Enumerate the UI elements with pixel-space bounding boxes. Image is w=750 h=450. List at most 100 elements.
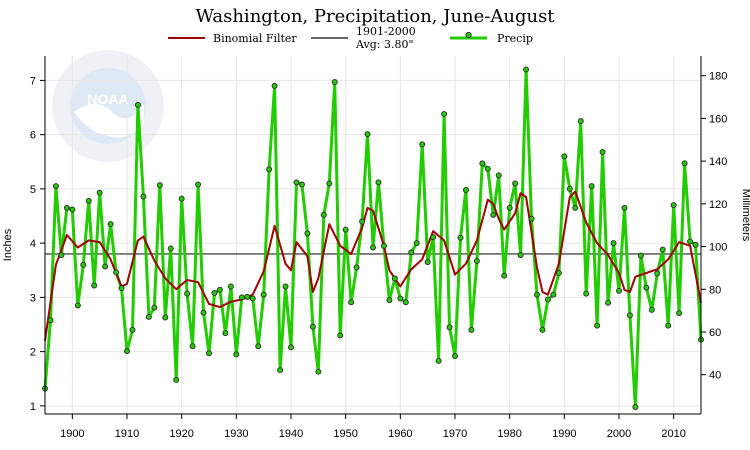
precip-point: [380, 242, 387, 249]
precip-point: [408, 249, 415, 256]
precip-point: [648, 306, 655, 313]
precip-point: [200, 309, 207, 316]
precip-point: [52, 183, 59, 190]
y-tick-label-right: 120: [709, 199, 727, 211]
precip-point: [621, 204, 628, 211]
precip-point: [654, 270, 661, 277]
legend-average-label-line2: Avg: 3.80": [355, 38, 414, 51]
y-tick-label-right: 160: [709, 113, 727, 125]
legend: Binomial Filter 1901-2000 Avg: 3.80" Pre…: [168, 25, 533, 51]
precip-point: [512, 180, 519, 187]
precip-point: [692, 241, 699, 248]
precip-point: [277, 367, 284, 374]
precip-point: [402, 299, 409, 306]
precip-point: [249, 295, 256, 302]
precip-point: [632, 403, 639, 410]
precip-point: [271, 82, 278, 89]
precip-point: [616, 287, 622, 294]
precip-point: [255, 343, 262, 350]
precip-point: [572, 204, 579, 211]
y-tick-label-right: 100: [709, 242, 727, 254]
precip-point: [681, 160, 688, 167]
precip-point: [298, 181, 305, 188]
y-axis-label-left: Inches: [2, 228, 14, 261]
precip-point: [506, 204, 513, 211]
y-tick-label-right: 80: [709, 284, 721, 296]
x-tick-label: 1990: [552, 428, 576, 440]
precip-point: [473, 258, 480, 265]
precip-point: [490, 211, 497, 218]
precip-point: [140, 193, 147, 200]
x-tick-label: 1960: [388, 428, 412, 440]
precip-point: [670, 202, 677, 209]
precip-point: [173, 376, 180, 383]
precip-point: [145, 313, 152, 320]
precip-point: [468, 326, 475, 333]
y-tick-label-left: 3: [30, 292, 36, 304]
y-tick-label-left: 1: [30, 401, 36, 413]
precip-point: [238, 294, 245, 301]
precip-point: [151, 304, 158, 311]
x-tick-label: 1940: [279, 428, 303, 440]
precip-point: [462, 186, 469, 193]
series-group: [42, 66, 704, 410]
precip-point: [391, 275, 398, 282]
precip-point: [124, 348, 130, 355]
precip-point: [479, 160, 486, 167]
precip-point: [523, 66, 530, 73]
axes: 1900 1910 1920 1930 1940 1950 1960 1970 1980 1990…: [30, 56, 727, 440]
precip-point: [233, 351, 240, 358]
precip-point: [69, 206, 76, 213]
precip-point: [566, 185, 573, 192]
x-tick-label: 2000: [607, 428, 631, 440]
precip-point: [260, 291, 267, 298]
precip-point: [162, 314, 169, 321]
precip-point: [610, 240, 617, 247]
y-tick-label-left: 5: [30, 184, 36, 196]
precip-point: [687, 238, 694, 245]
y-tick-label-right: 180: [709, 71, 727, 83]
x-tick-label: 1910: [115, 428, 139, 440]
precip-point: [577, 118, 584, 125]
legend-precip-marker: [465, 31, 472, 39]
y-tick-label-right: 60: [709, 327, 721, 339]
precip-point: [561, 153, 568, 160]
svg-text:NOAA: NOAA: [87, 91, 128, 107]
x-tick-label: 1950: [333, 428, 357, 440]
precip-point: [309, 323, 316, 330]
precip-point: [331, 79, 338, 86]
precip-point: [637, 252, 644, 259]
precip-point: [342, 226, 349, 233]
precip-point: [222, 330, 229, 337]
precip-point: [113, 269, 120, 276]
noaa-logo-watermark: NOAA: [52, 50, 164, 162]
precip-point: [528, 215, 535, 222]
precip-point: [605, 299, 612, 306]
precip-point: [326, 180, 333, 187]
y-tick-label-left: 6: [30, 130, 36, 142]
precip-point: [118, 285, 125, 292]
precip-point: [96, 189, 103, 196]
precip-point: [167, 245, 174, 252]
y-tick-label-right: 40: [709, 370, 721, 382]
y-tick-label-right: 140: [709, 156, 727, 168]
precip-point: [544, 296, 551, 303]
x-tick-label: 1920: [169, 428, 193, 440]
precip-point: [484, 165, 491, 172]
precip-point: [583, 290, 590, 297]
chart-title: Washington, Precipitation, June-August: [195, 6, 555, 27]
precip-point: [353, 264, 360, 271]
precip-point: [375, 179, 382, 186]
precip-point: [288, 344, 294, 351]
precip-point: [107, 221, 114, 228]
precip-point: [626, 312, 633, 319]
x-tick-label: 1930: [224, 428, 248, 440]
precip-point: [211, 290, 218, 297]
y-tick-label-left: 4: [30, 238, 36, 250]
precip-point: [495, 172, 502, 179]
precip-point: [244, 293, 251, 300]
precip-point: [320, 211, 327, 218]
precip-point: [129, 326, 136, 333]
precip-point: [452, 352, 458, 359]
